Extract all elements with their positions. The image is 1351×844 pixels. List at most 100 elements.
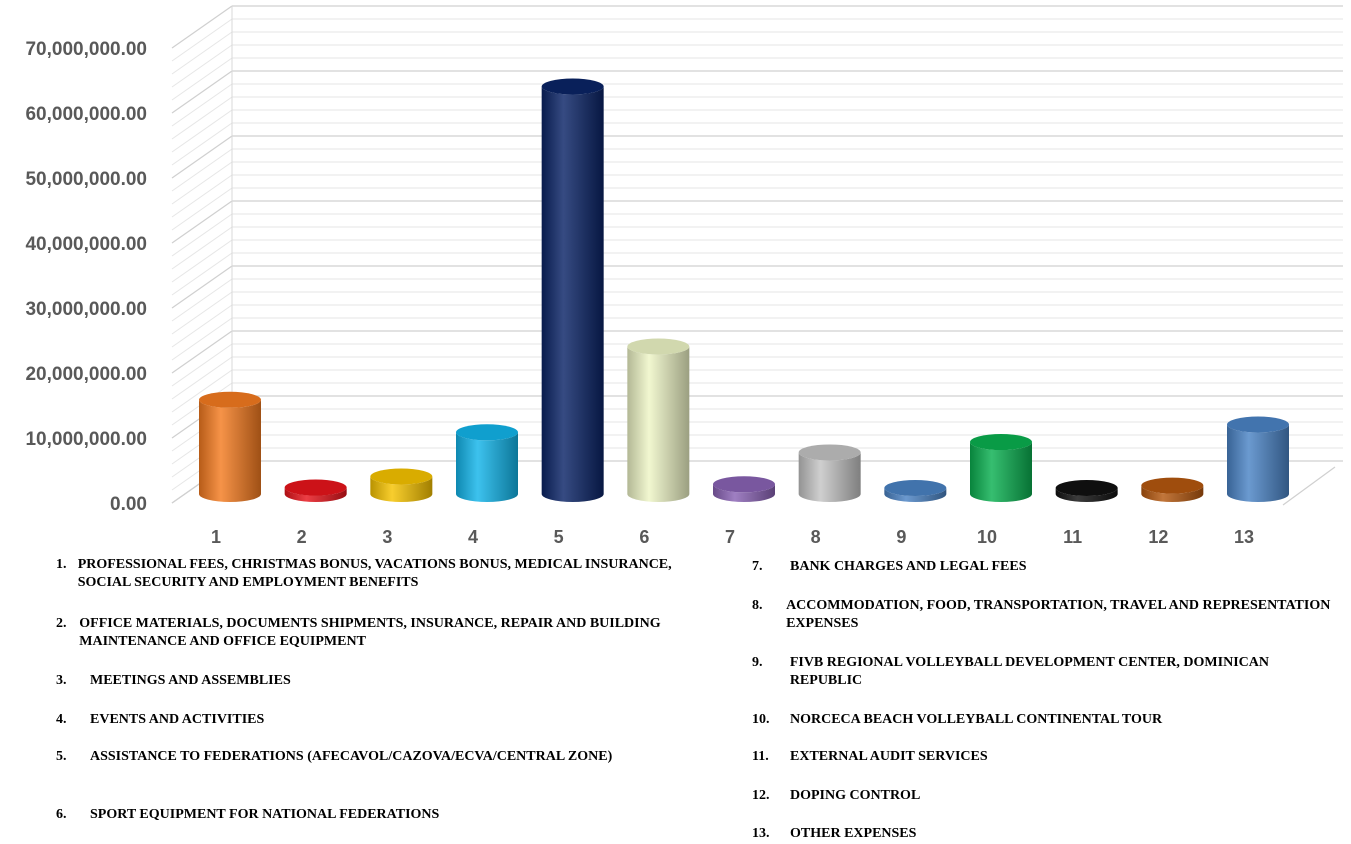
legend-number: 5. [56,749,67,764]
legend-item-9: 9. FIVB REGIONAL VOLLEYBALL DEVELOPMENT … [752,654,1342,690]
bar-top [627,338,690,355]
legend-number: 2. [56,616,67,631]
x-tick-label: 11 [1063,527,1082,547]
bar-body [798,452,861,502]
legend-text: OFFICE MATERIALS, DOCUMENTS SHIPMENTS, I… [79,616,661,649]
bar-top [541,78,604,95]
legend-item-4: 4. EVENTS AND ACTIVITIES [56,711,676,729]
gridline [171,304,1343,348]
legend-item-12: 12. DOPING CONTROL [752,787,1342,805]
gridline [171,434,1343,478]
x-axis-tick-labels: 1 2 3 4 5 6 7 8 9 10 11 12 13 [211,527,1254,547]
bar-top [370,468,433,485]
legend-number: 4. [56,712,67,727]
bar-body [1227,424,1289,502]
gridline [171,122,1343,166]
gridline [171,148,1343,192]
gridline [171,421,1343,465]
bar-top [798,444,861,461]
legend-number: 12. [752,788,770,803]
legend-number: 7. [752,559,763,574]
legend-item-10: 10. NORCECA BEACH VOLLEYBALL CONTINENTAL… [752,711,1342,729]
x-tick-label: 3 [382,527,392,547]
legend-number: 10. [752,712,770,727]
bar-11 [1055,480,1118,502]
bar-7 [713,476,775,502]
gridline [171,278,1343,322]
gridline [171,213,1343,257]
bar-top [884,480,947,496]
gridline [171,265,1343,309]
legend-number: 3. [56,673,67,688]
x-tick-label: 8 [811,527,821,547]
y-tick-label: 0.00 [110,494,147,515]
bar-3 [370,468,433,502]
y-tick-label: 10,000,000.00 [25,429,147,450]
legend-text: MEETINGS AND ASSEMBLIES [90,673,291,688]
legend-text: FIVB REGIONAL VOLLEYBALL DEVELOPMENT CEN… [789,655,1269,688]
bar-4 [456,424,518,502]
gridline [171,5,1343,49]
y-tick-label: 60,000,000.00 [25,104,147,125]
gridline [171,174,1343,218]
gridline [171,226,1343,270]
gridline [171,382,1343,426]
legend-item-2: 2. OFFICE MATERIALS, DOCUMENTS SHIPMENTS… [56,615,676,651]
bar-9 [884,480,947,502]
legend-item-1: 1. PROFESSIONAL FEES, CHRISTMAS BONUS, V… [56,556,676,592]
gridline [171,96,1343,140]
gridline [171,200,1343,244]
bar-8 [798,444,861,502]
y-tick-label: 30,000,000.00 [25,299,147,320]
legend-number: 8. [752,598,763,613]
gridline [171,408,1343,452]
bar-top [456,424,518,441]
y-tick-label: 20,000,000.00 [25,364,147,385]
legend-text: EXTERNAL AUDIT SERVICES [790,749,988,764]
bar-6 [627,338,690,502]
y-tick-label: 50,000,000.00 [25,169,147,190]
gridline [171,395,1343,439]
x-tick-label: 6 [639,527,649,547]
bar-10 [970,434,1032,502]
legend-text: EVENTS AND ACTIVITIES [90,712,265,727]
x-tick-label: 2 [297,527,307,547]
bar-12 [1141,477,1204,502]
chart-gridlines [171,5,1343,506]
bar-body [713,484,775,502]
legend-item-8: 8. ACCOMMODATION, FOOD, TRANSPORTATION, … [752,597,1342,633]
x-tick-label: 1 [211,527,221,547]
x-tick-label: 13 [1234,527,1254,547]
bar-chart: 0.00 10,000,000.00 20,000,000.00 30,000,000… [25,5,1343,547]
bar-top [284,479,347,496]
bar-body [970,442,1032,502]
gridline [171,83,1343,127]
chart-legend: 1. PROFESSIONAL FEES, CHRISTMAS BONUS, V… [0,556,1351,844]
x-tick-label: 5 [554,527,564,547]
bar-body [456,432,518,502]
bar-body [884,488,947,502]
bar-top [1227,416,1289,433]
legend-number: 1. [56,557,67,572]
gridline [171,356,1343,400]
gridline [171,161,1343,205]
bar-body [1141,485,1204,502]
bar-body [541,86,604,502]
y-tick-label: 40,000,000.00 [25,234,147,255]
legend-item-5: 5. ASSISTANCE TO FEDERATIONS (AFECAVOL/C… [56,748,676,766]
gridline [171,57,1343,101]
legend-text: ACCOMMODATION, FOOD, TRANSPORTATION, TRA… [786,598,1331,631]
x-tick-label: 9 [896,527,906,547]
y-axis-tick-labels: 0.00 10,000,000.00 20,000,000.00 30,000,000… [25,39,147,515]
x-tick-label: 7 [725,527,735,547]
bar-top [1141,477,1204,494]
legend-item-6: 6. SPORT EQUIPMENT FOR NATIONAL FEDERATI… [56,806,676,824]
gridline [171,31,1343,75]
legend-text: NORCECA BEACH VOLLEYBALL CONTINENTAL TOU… [790,712,1163,727]
gridline [171,18,1343,62]
gridline [171,239,1343,283]
y-tick-label: 70,000,000.00 [25,39,147,60]
bar-top [1055,480,1118,496]
bar-top [713,476,775,493]
bar-body [627,346,690,502]
